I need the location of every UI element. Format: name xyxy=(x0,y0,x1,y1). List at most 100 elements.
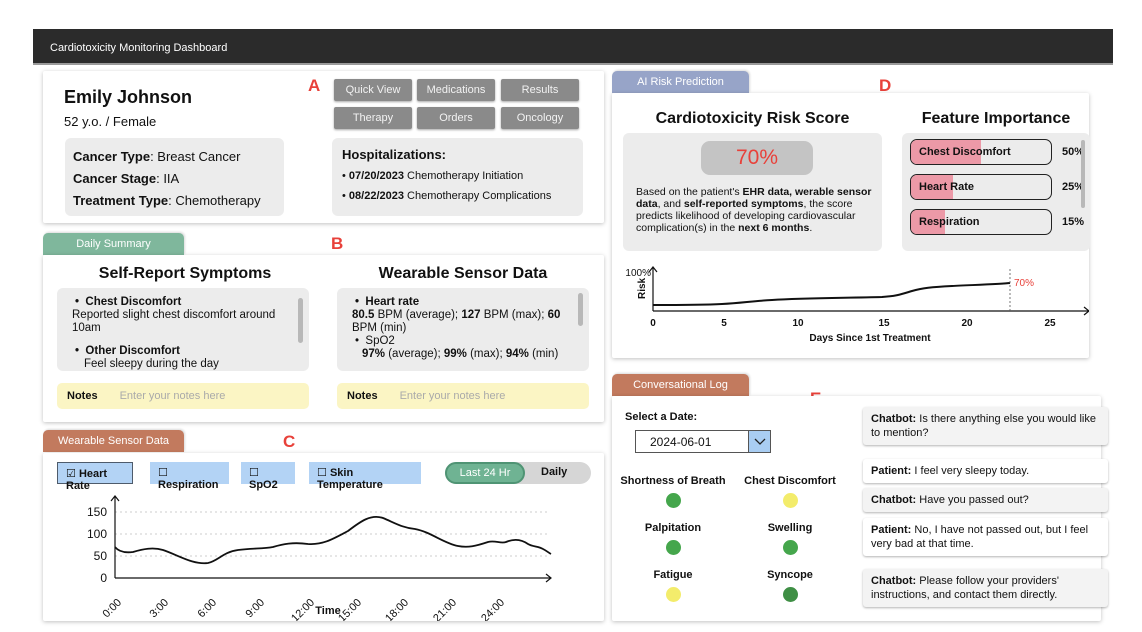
time-range-toggle[interactable]: Last 24 Hr Daily xyxy=(445,462,591,484)
svg-text:150: 150 xyxy=(87,505,107,519)
hospitalization-item: • 07/20/2023 Chemotherapy Initiation xyxy=(342,170,524,182)
symptom-label: Fatigue xyxy=(653,569,693,581)
date-select-value: 2024-06-01 xyxy=(650,435,712,449)
filter-spo2[interactable]: ☐ SpO2 xyxy=(241,462,295,491)
symptom-detail: Feel sleepy during the day xyxy=(84,358,219,370)
svg-text:10: 10 xyxy=(792,318,804,329)
chevron-down-icon[interactable] xyxy=(748,431,770,452)
quick-view-button[interactable]: Quick View xyxy=(334,79,412,101)
tab-wearable-sensor-data[interactable]: Wearable Sensor Data xyxy=(43,430,184,452)
cancer-stage: Cancer Stage: IIA xyxy=(73,171,180,186)
treatment-type: Treatment Type: Chemotherapy xyxy=(73,193,261,208)
status-dot-green xyxy=(783,540,798,555)
sensor-item: • Heart rate xyxy=(355,296,420,308)
chat-message-chatbot: Chatbot: Have you passed out? xyxy=(863,488,1108,512)
feature-pct: 25% xyxy=(1062,181,1085,193)
risk-score-value: 70% xyxy=(701,141,813,175)
scrollbar-thumb[interactable] xyxy=(298,298,303,343)
filter-respiration[interactable]: ☐ Respiration xyxy=(150,462,229,491)
hospitalizations-box: Hospitalizations: • 07/20/2023 Chemother… xyxy=(332,138,583,216)
status-dot-green xyxy=(783,587,798,602)
heart-rate-values: 80.5 BPM (average); 127 BPM (max); 60 BP… xyxy=(352,309,561,334)
date-label: Select a Date: xyxy=(625,411,698,423)
risk-card: Cardiotoxicity Risk Score 70% Based on t… xyxy=(612,93,1090,358)
status-dot-green xyxy=(666,493,681,508)
section-label-c: C xyxy=(283,432,296,451)
svg-text:0: 0 xyxy=(100,571,107,585)
section-label-b: B xyxy=(331,234,344,253)
feature-bar-chest-discomfort: Chest Discomfort xyxy=(910,139,1052,165)
risk-trend-chart: 100% Risk 70% 0 5 10 15 20 25 Days Since… xyxy=(625,266,1089,344)
medications-button[interactable]: Medications xyxy=(417,79,495,101)
filter-skin-temperature[interactable]: ☐ Skin Temperature xyxy=(309,462,421,491)
svg-text:3:00: 3:00 xyxy=(147,597,171,621)
symptom-item: • Chest Discomfort xyxy=(75,296,182,308)
svg-text:Days Since 1st Treatment: Days Since 1st Treatment xyxy=(809,333,931,344)
symptom-item: • Other Discomfort xyxy=(75,345,180,357)
svg-text:Risk: Risk xyxy=(637,277,648,299)
status-dot-green xyxy=(666,540,681,555)
toggle-daily[interactable]: Daily xyxy=(541,466,568,478)
tab-daily-summary[interactable]: Daily Summary xyxy=(43,233,184,255)
chat-message-chatbot: Chatbot: Please follow your providers' i… xyxy=(863,569,1108,607)
hospitalization-item: • 08/22/2023 Chemotherapy Complications xyxy=(342,190,552,202)
svg-text:5: 5 xyxy=(721,318,727,329)
feature-bar-heart-rate: Heart Rate xyxy=(910,174,1052,200)
feature-bar-respiration: Respiration xyxy=(910,209,1052,235)
hospitalizations-title: Hospitalizations: xyxy=(342,147,447,162)
spo2-values: 97% (average); 99% (max); 94% (min) xyxy=(362,348,559,360)
cancer-type: Cancer Type: Breast Cancer xyxy=(73,149,241,164)
svg-text:9:00: 9:00 xyxy=(243,597,267,621)
symptom-label: Chest Discomfort xyxy=(744,475,836,487)
status-dot-yellow xyxy=(666,587,681,602)
svg-text:24:00: 24:00 xyxy=(479,597,507,621)
scrollbar-thumb[interactable] xyxy=(1081,140,1085,208)
symptom-detail: Reported slight chest discomfort around … xyxy=(72,309,276,334)
conversation-card: Select a Date: 2024-06-01 Shortness of B… xyxy=(612,396,1108,621)
svg-text:21:00: 21:00 xyxy=(431,597,459,621)
svg-text:70%: 70% xyxy=(1014,278,1034,289)
patient-card: Emily Johnson 52 y.o. / Female Cancer Ty… xyxy=(43,71,604,223)
feature-pct: 50% xyxy=(1062,146,1085,158)
patient-details-box: Cancer Type: Breast Cancer Cancer Stage:… xyxy=(65,138,284,216)
tab-conversational-log[interactable]: Conversational Log xyxy=(612,374,749,396)
chat-message-chatbot: Chatbot: Is there anything else you woul… xyxy=(863,407,1108,445)
symptom-label: Syncope xyxy=(767,569,813,581)
daily-summary-card: Self-Report Symptoms • Chest Discomfort … xyxy=(43,255,604,422)
sensor-data-title: Wearable Sensor Data xyxy=(378,265,548,282)
filter-heart-rate[interactable]: ☑ Heart Rate xyxy=(57,462,133,492)
self-report-list[interactable]: • Chest Discomfort Reported slight chest… xyxy=(57,288,309,371)
feature-pct: 15% xyxy=(1062,216,1085,228)
feature-importance-title: Feature Importance xyxy=(921,110,1071,127)
results-button[interactable]: Results xyxy=(501,79,579,101)
sensor-notes-field[interactable]: Notes Enter your notes here xyxy=(337,383,589,409)
patient-demographics: 52 y.o. / Female xyxy=(64,114,157,129)
svg-text:Time: Time xyxy=(315,605,340,617)
svg-text:6:00: 6:00 xyxy=(195,597,219,621)
svg-text:20: 20 xyxy=(961,318,973,329)
section-label-a: A xyxy=(308,76,321,95)
date-select[interactable]: 2024-06-01 xyxy=(635,430,771,453)
status-dot-yellow xyxy=(783,493,798,508)
therapy-button[interactable]: Therapy xyxy=(334,107,412,129)
svg-text:25: 25 xyxy=(1044,318,1056,329)
oncology-button[interactable]: Oncology xyxy=(501,107,579,129)
symptom-label: Palpitation xyxy=(644,522,702,534)
orders-button[interactable]: Orders xyxy=(417,107,495,129)
sensor-data-list[interactable]: • Heart rate 80.5 BPM (average); 127 BPM… xyxy=(337,288,589,371)
toggle-last-24hr[interactable]: Last 24 Hr xyxy=(445,462,525,484)
scrollbar-thumb[interactable] xyxy=(578,293,583,326)
symptom-label: Shortness of Breath xyxy=(620,475,726,487)
svg-text:18:00: 18:00 xyxy=(383,597,411,621)
feature-importance-box[interactable]: Chest Discomfort 50% Heart Rate 25% Resp… xyxy=(902,133,1090,251)
tab-ai-risk-prediction[interactable]: AI Risk Prediction xyxy=(612,71,749,93)
risk-score-description: Based on the patient's EHR data, werable… xyxy=(636,186,872,234)
risk-score-title: Cardiotoxicity Risk Score xyxy=(655,110,850,127)
patient-name: Emily Johnson xyxy=(64,87,193,107)
svg-text:50: 50 xyxy=(94,549,108,563)
svg-text:100: 100 xyxy=(87,527,107,541)
svg-text:100%: 100% xyxy=(625,268,651,279)
symptoms-notes-field[interactable]: Notes Enter your notes here xyxy=(57,383,309,409)
chat-message-patient: Patient: I feel very sleepy today. xyxy=(863,459,1108,483)
section-label-d: D xyxy=(879,76,892,95)
